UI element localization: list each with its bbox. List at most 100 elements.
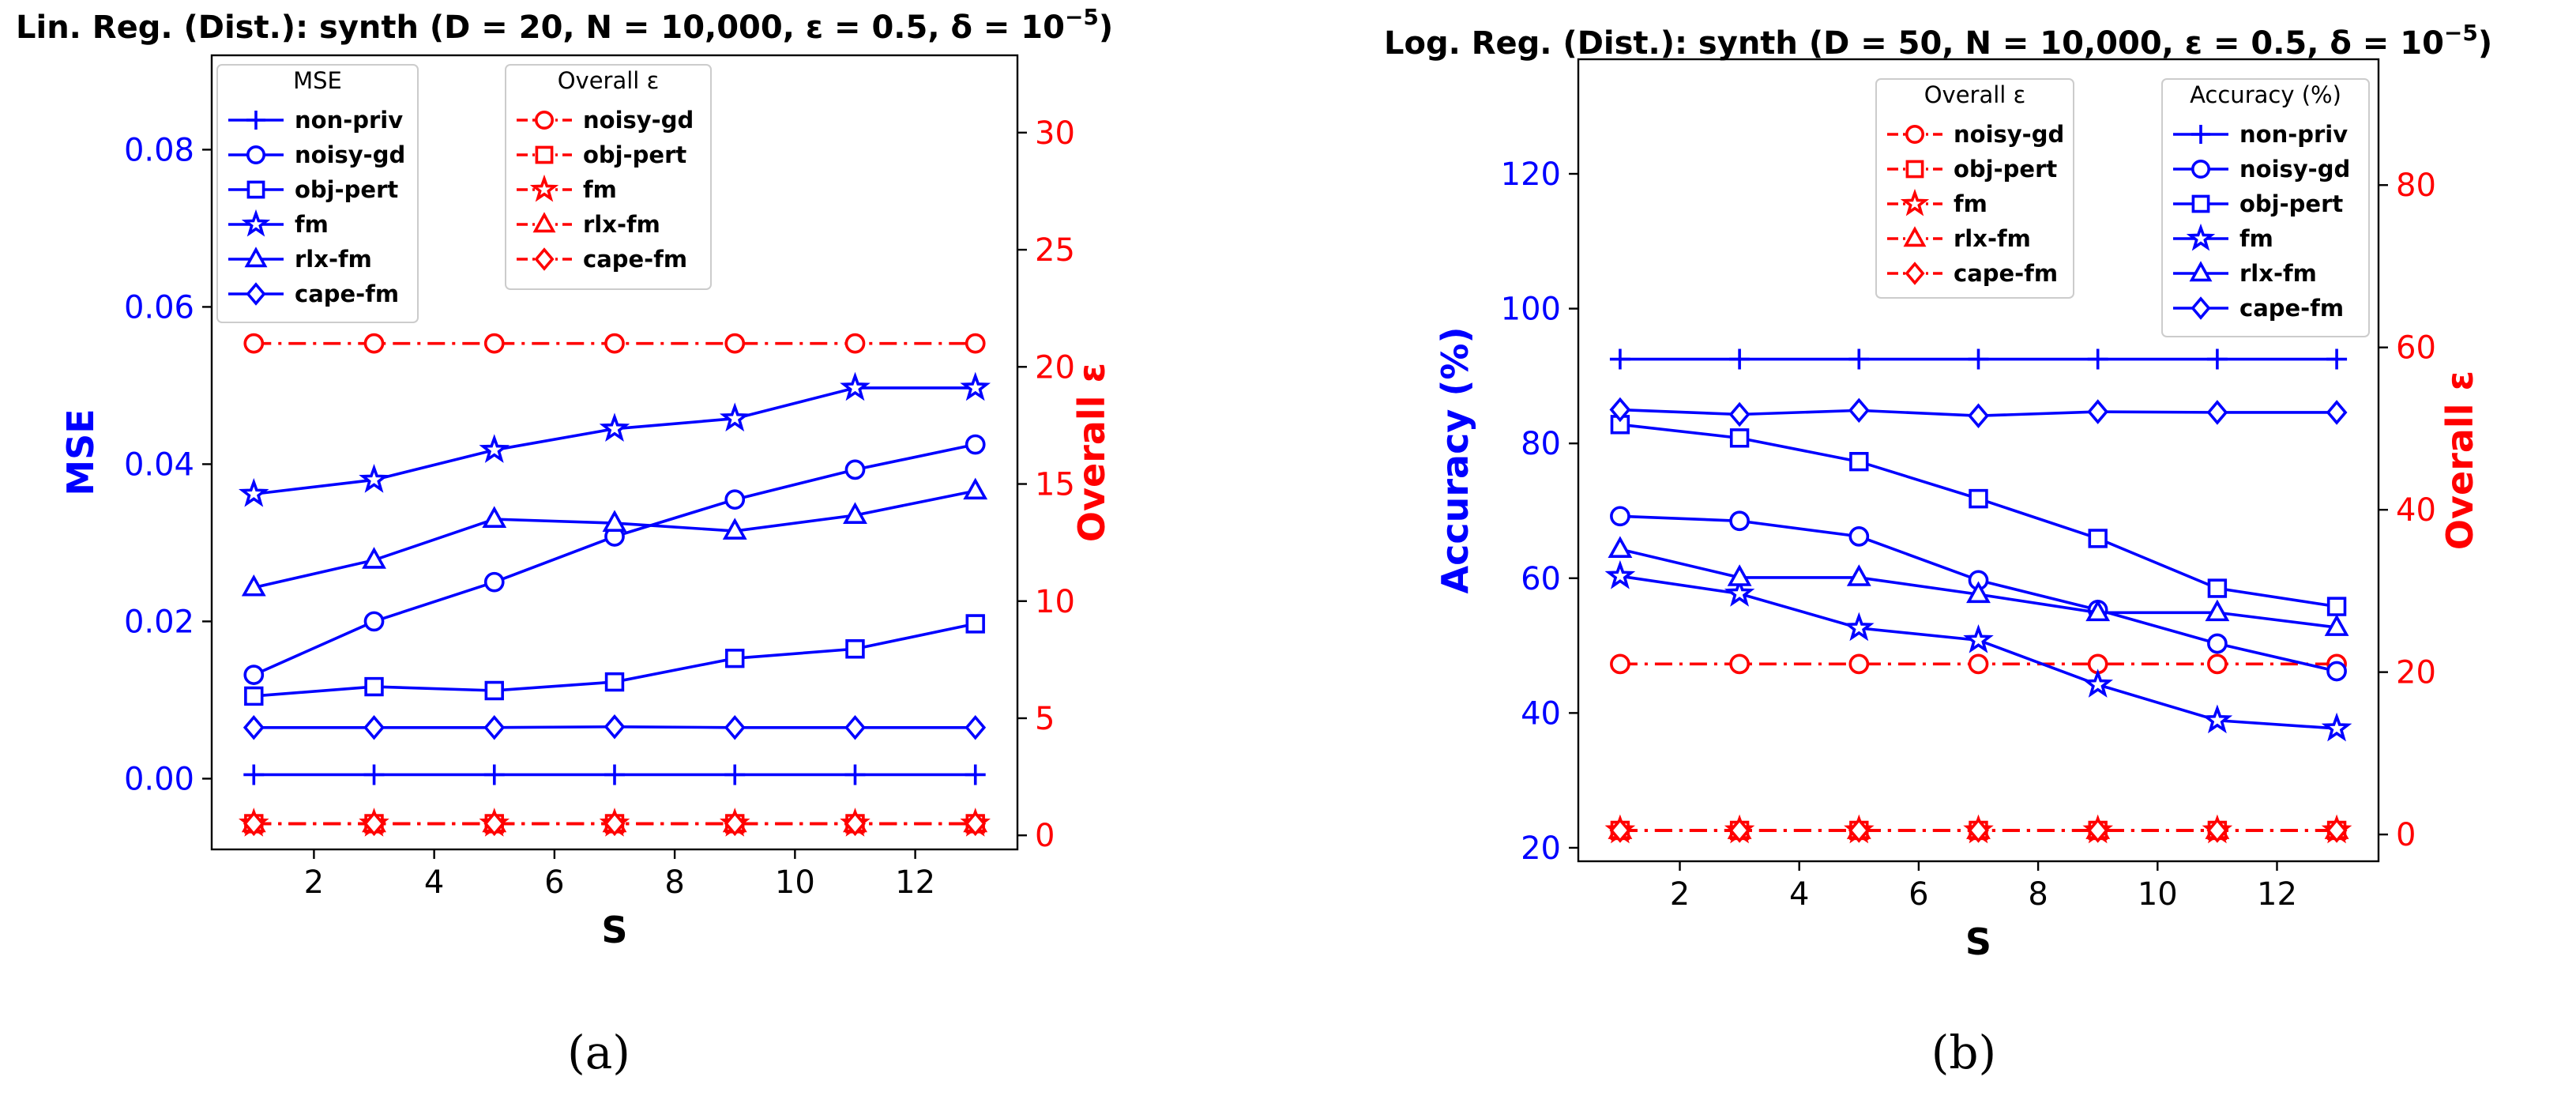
legend-label-cape-fm: cape-fm	[583, 246, 687, 273]
y-left-tick-label: 0.06	[124, 289, 194, 326]
point-cape-fm-eps	[1848, 818, 1870, 843]
point-obj-pert	[1729, 428, 1750, 448]
x-tick-label: 6	[544, 864, 564, 901]
point-fm	[840, 371, 871, 401]
point-fm	[1844, 612, 1875, 642]
y-left-tick-label: 100	[1501, 292, 1561, 328]
point-fm	[1963, 623, 1994, 653]
x-tick-label: 4	[1789, 876, 1809, 913]
y-right-tick-label: 0	[1035, 818, 1055, 854]
y-left-tick-label: 0.08	[124, 132, 194, 168]
point-fm	[239, 477, 269, 507]
point-noisy-gd-eps	[1848, 653, 1870, 675]
point-cape-fm-eps	[724, 811, 746, 837]
chart-title-main: Lin. Reg. (Dist.): synth (D = 20, N = 10…	[16, 9, 1065, 46]
panel-caption: (b)	[1931, 1026, 1996, 1079]
legend-marker-rlx-fm	[244, 247, 268, 268]
point-cape-fm	[844, 714, 866, 740]
point-non-priv	[604, 764, 625, 785]
legend-title: Overall ε	[1924, 81, 2026, 108]
legend-marker-cape-fm	[246, 282, 266, 306]
y-right-tick-label: 20	[1035, 349, 1075, 386]
point-non-priv	[1968, 348, 1989, 370]
point-noisy-gd	[483, 571, 505, 593]
point-non-priv	[844, 764, 866, 785]
legend-right: Overall ε noisy-gd obj-pert fm rlx-fm cape-fm	[505, 64, 712, 290]
legend-label-cape-fm: cape-fm	[2239, 295, 2344, 322]
chart-title-main: Log. Reg. (Dist.): synth (D = 50, N = 10…	[1384, 25, 2444, 62]
panel-caption: (a)	[567, 1026, 630, 1079]
point-rlx-fm	[362, 547, 386, 569]
point-rlx-fm	[963, 477, 988, 500]
point-cape-fm	[604, 714, 626, 740]
chart-title-end: )	[1099, 9, 1113, 46]
series-line-fm	[254, 386, 976, 496]
plot-frame	[210, 54, 1019, 851]
point-noisy-gd-eps	[243, 333, 265, 354]
point-fm	[479, 434, 510, 463]
point-cape-fm	[2087, 399, 2109, 424]
chart-title-superscript: −5	[1065, 4, 1099, 30]
point-obj-pert	[2088, 529, 2108, 548]
legend-marker-fm	[1900, 188, 1930, 217]
point-rlx-fm	[482, 506, 507, 528]
legend-label-noisy-gd: noisy-gd	[1954, 121, 2064, 148]
x-tick-label: 12	[895, 864, 935, 901]
point-cape-fm-eps	[1968, 818, 1989, 843]
legend-title: MSE	[293, 67, 342, 94]
x-tick-label: 2	[304, 864, 324, 901]
y-left-tick-label: 0.02	[124, 604, 194, 640]
y-left-tick-label: 0.04	[124, 446, 194, 483]
legend-marker-cape-fm	[2191, 296, 2211, 320]
point-non-priv	[724, 764, 746, 785]
point-noisy-gd	[2207, 633, 2228, 654]
legend-marker-non-priv	[2191, 125, 2210, 144]
x-tick-label: 10	[775, 864, 815, 901]
legend-marker-non-priv	[246, 111, 265, 130]
y-left-tick-label: 20	[1521, 830, 1561, 867]
point-obj-pert	[1969, 488, 1988, 509]
point-cape-fm	[1848, 397, 1870, 424]
x-tick-label: 4	[424, 864, 444, 901]
legend-marker-obj-pert	[535, 145, 554, 164]
x-axis-label: S	[1965, 921, 1991, 963]
point-noisy-gd	[243, 665, 265, 685]
point-cape-fm-eps	[243, 811, 265, 837]
plot-frame	[1577, 58, 2380, 863]
point-cape-fm-eps	[2326, 818, 2348, 843]
legend-right: Overall ε noisy-gd obj-pert fm rlx-fm cape-fm	[1875, 78, 2074, 299]
legend-left: MSE non-priv noisy-gd obj-pert fm rlx-fm cape-…	[216, 64, 419, 323]
chart-title: Lin. Reg. (Dist.): synth (D = 20, N = 10…	[16, 4, 1113, 46]
legend-label-non-priv: non-priv	[295, 107, 403, 134]
legend-marker-obj-pert	[2191, 194, 2210, 213]
point-obj-pert	[1849, 452, 1869, 472]
legend-marker-rlx-fm	[2189, 261, 2213, 282]
legend-marker-fm	[529, 174, 559, 202]
legend-marker-noisy-gd	[1905, 125, 1925, 145]
y-right-tick-label: 5	[1035, 701, 1055, 737]
point-non-priv	[1729, 348, 1751, 370]
point-obj-pert	[484, 680, 504, 701]
y-left-axis-label: MSE	[59, 409, 102, 495]
legend-marker-rlx-fm	[1903, 226, 1927, 247]
legend-label-fm: fm	[2239, 225, 2273, 252]
point-non-priv	[2206, 348, 2228, 370]
point-noisy-gd	[1848, 526, 1870, 547]
legend-marker-obj-pert	[246, 180, 265, 199]
point-cape-fm	[243, 714, 265, 740]
point-rlx-fm	[722, 518, 747, 540]
legend-label-noisy-gd: noisy-gd	[583, 107, 694, 134]
point-noisy-gd	[2326, 661, 2347, 682]
point-noisy-gd	[1610, 506, 1630, 527]
legend-frame	[1875, 78, 2074, 299]
legend-marker-cape-fm	[534, 247, 555, 271]
legend-marker-obj-pert	[1905, 160, 1924, 179]
point-noisy-gd-eps	[724, 333, 746, 354]
point-obj-pert	[2207, 578, 2228, 598]
y-right-tick-label: 20	[2396, 655, 2436, 691]
point-non-priv	[2087, 348, 2108, 370]
legend-label-obj-pert: obj-pert	[2239, 190, 2343, 217]
point-cape-fm	[1609, 397, 1631, 423]
chart-panel-b: Log. Reg. (Dist.): synth (D = 50, N = 10…	[1384, 20, 2492, 1079]
point-fm	[960, 371, 991, 401]
